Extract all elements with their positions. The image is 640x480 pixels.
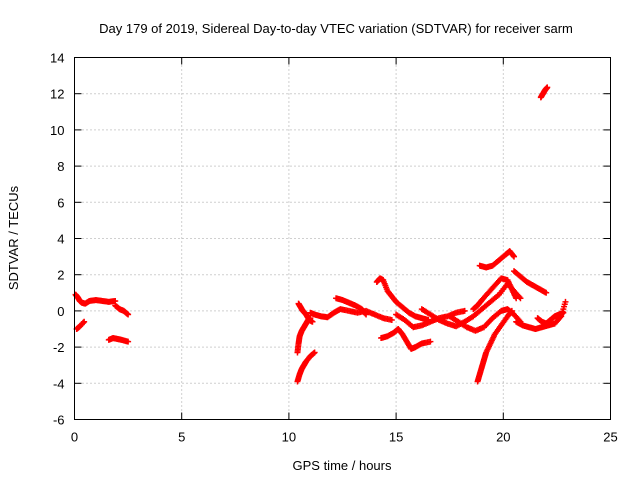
data-point <box>311 349 318 356</box>
series-seg-b5 <box>333 295 370 318</box>
data-point <box>125 311 132 318</box>
series-seg-c5 <box>446 306 524 334</box>
y-tick-label: -4 <box>53 376 65 391</box>
series-seg-a4 <box>105 335 132 345</box>
series-seg-d4 <box>511 268 550 296</box>
series-seg-a3 <box>73 318 88 332</box>
x-axis-label: GPS time / hours <box>293 458 392 473</box>
data-point <box>543 289 550 296</box>
y-tick-label: 0 <box>57 304 64 319</box>
data-point <box>309 318 316 325</box>
series-seg-c1 <box>373 275 432 323</box>
x-axis: 0 5 10 15 20 25 <box>71 57 618 445</box>
data-points <box>72 84 569 385</box>
y-tick-label: 4 <box>57 232 64 247</box>
chart-title: Day 179 of 2019, Sidereal Day-to-day VTE… <box>99 21 573 36</box>
x-tick-label: 25 <box>603 430 617 445</box>
x-tick-label: 10 <box>282 430 296 445</box>
data-point <box>511 253 518 260</box>
data-point <box>513 295 520 302</box>
y-tick-label: 10 <box>50 123 64 138</box>
data-point <box>388 316 395 323</box>
series-seg-d5 <box>513 298 569 332</box>
series-seg-c2 <box>378 326 434 352</box>
data-point <box>81 318 88 325</box>
y-tick-label: -2 <box>53 340 65 355</box>
data-point <box>461 307 468 314</box>
y-tick-label: 2 <box>57 268 64 283</box>
data-point <box>560 309 567 316</box>
series-seg-d6 <box>534 309 567 327</box>
series-seg-e1 <box>537 84 551 101</box>
y-tick-label: -6 <box>53 413 65 428</box>
series-seg-d2 <box>474 307 515 385</box>
x-tick-label: 0 <box>71 430 78 445</box>
y-axis-label: SDTVAR / TECUs <box>6 185 21 290</box>
data-point <box>544 84 551 91</box>
x-tick-label: 20 <box>496 430 510 445</box>
series-seg-d1 <box>470 275 520 313</box>
series-seg-b3 <box>295 300 316 325</box>
y-axis: -6 -4 -2 0 2 4 6 8 10 12 14 <box>50 51 611 428</box>
data-point <box>363 311 370 318</box>
series-seg-b1 <box>294 349 318 385</box>
series-seg-a2 <box>112 302 132 318</box>
y-tick-label: 8 <box>57 159 64 174</box>
x-tick-label: 15 <box>389 430 403 445</box>
grid-lines <box>74 57 611 420</box>
series-seg-a1 <box>72 291 119 307</box>
data-point <box>427 338 434 345</box>
data-point <box>125 338 132 345</box>
y-tick-label: 12 <box>50 87 64 102</box>
y-tick-label: 14 <box>50 51 64 66</box>
data-point <box>508 307 515 314</box>
series-seg-b4 <box>307 306 395 323</box>
series-seg-d3 <box>476 248 518 271</box>
x-tick-label: 5 <box>178 430 185 445</box>
data-point <box>562 298 569 305</box>
y-tick-label: 6 <box>57 195 64 210</box>
